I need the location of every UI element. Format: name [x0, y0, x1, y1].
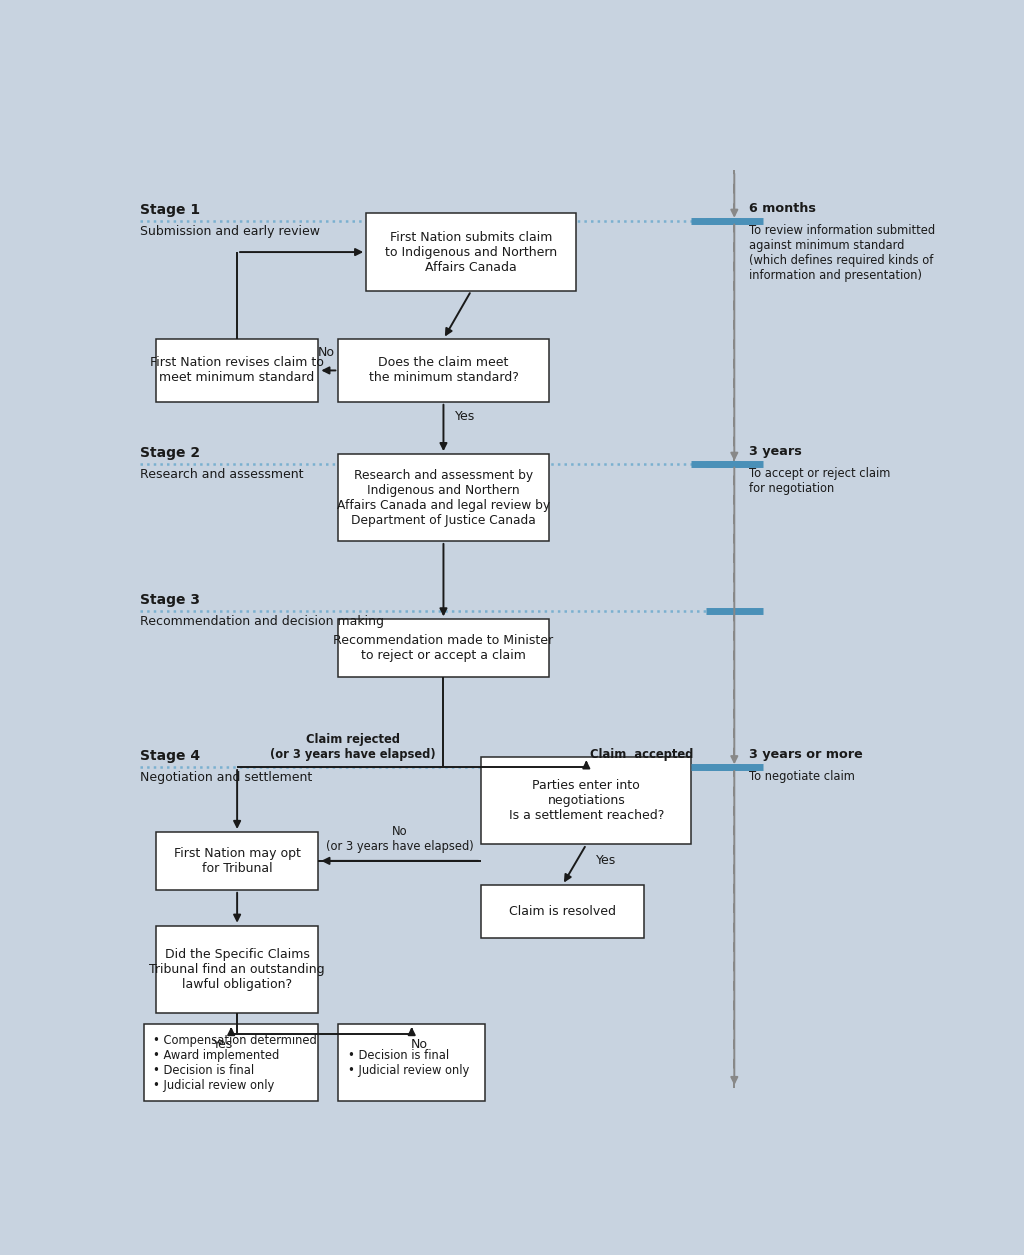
Text: No: No [317, 346, 334, 359]
Text: Research and assessment: Research and assessment [140, 468, 303, 481]
Text: Yes: Yes [213, 1038, 233, 1050]
Text: • Compensation determined
• Award implemented
• Decision is final
• Judicial rev: • Compensation determined • Award implem… [154, 1034, 317, 1092]
Text: Yes: Yes [456, 409, 475, 423]
Text: Did the Specific Claims
Tribunal find an outstanding
lawful obligation?: Did the Specific Claims Tribunal find an… [150, 948, 325, 990]
Text: Research and assessment by
Indigenous and Northern
Affairs Canada and legal revi: Research and assessment by Indigenous an… [337, 468, 550, 527]
Text: 6 months: 6 months [749, 202, 815, 215]
FancyBboxPatch shape [156, 832, 318, 890]
Text: Does the claim meet
the minimum standard?: Does the claim meet the minimum standard… [369, 356, 518, 384]
Text: Stage 1: Stage 1 [140, 203, 200, 217]
Text: To negotiate claim: To negotiate claim [749, 771, 854, 783]
Text: To review information submitted
against minimum standard
(which defines required: To review information submitted against … [749, 223, 935, 281]
Text: To accept or reject claim
for negotiation: To accept or reject claim for negotiatio… [749, 467, 890, 494]
Text: Stage 3: Stage 3 [140, 594, 200, 607]
Text: Negotiation and settlement: Negotiation and settlement [140, 771, 312, 784]
FancyBboxPatch shape [481, 758, 691, 845]
FancyBboxPatch shape [481, 885, 644, 939]
Text: First Nation revises claim to
meet minimum standard: First Nation revises claim to meet minim… [151, 356, 324, 384]
Text: Recommendation and decision making: Recommendation and decision making [140, 615, 384, 628]
FancyBboxPatch shape [367, 213, 577, 291]
FancyBboxPatch shape [338, 1024, 485, 1102]
FancyBboxPatch shape [338, 619, 549, 678]
FancyBboxPatch shape [156, 339, 318, 402]
Text: 3 years or more: 3 years or more [749, 748, 862, 762]
Text: No: No [412, 1038, 428, 1050]
Text: Claim is resolved: Claim is resolved [509, 905, 616, 919]
Text: No
(or 3 years have elapsed): No (or 3 years have elapsed) [326, 825, 474, 853]
Text: 3 years: 3 years [749, 446, 802, 458]
Text: • Decision is final
• Judicial review only: • Decision is final • Judicial review on… [348, 1049, 469, 1077]
FancyBboxPatch shape [156, 926, 318, 1013]
Text: Stage 2: Stage 2 [140, 446, 200, 459]
FancyBboxPatch shape [143, 1024, 318, 1102]
Text: Recommendation made to Minister
to reject or accept a claim: Recommendation made to Minister to rejec… [334, 634, 554, 663]
Text: First Nation submits claim
to Indigenous and Northern
Affairs Canada: First Nation submits claim to Indigenous… [385, 231, 557, 274]
Text: Claim  accepted: Claim accepted [590, 748, 693, 762]
FancyBboxPatch shape [338, 454, 549, 541]
Text: Submission and early review: Submission and early review [140, 225, 319, 237]
Text: First Nation may opt
for Tribunal: First Nation may opt for Tribunal [174, 847, 301, 875]
Text: Stage 4: Stage 4 [140, 749, 200, 763]
Text: Yes: Yes [596, 855, 616, 867]
Text: Claim rejected
(or 3 years have elapsed): Claim rejected (or 3 years have elapsed) [270, 733, 435, 762]
Text: Parties enter into
negotiations
Is a settlement reached?: Parties enter into negotiations Is a set… [509, 779, 664, 822]
FancyBboxPatch shape [338, 339, 549, 402]
